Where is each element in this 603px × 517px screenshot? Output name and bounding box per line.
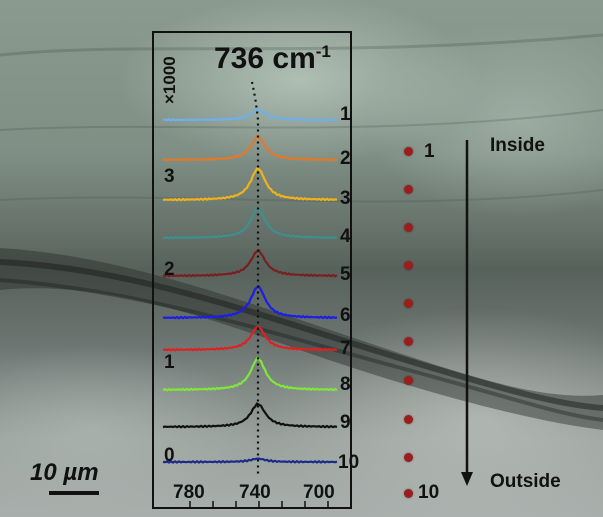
spectra-plot-frame <box>152 31 352 509</box>
spectrum-line <box>162 108 338 122</box>
sample-point-dot <box>404 376 413 385</box>
spectrum-line <box>162 326 338 352</box>
spectrum-label: 7 <box>340 338 351 359</box>
spectrum-label: 8 <box>340 374 351 395</box>
x-tick-label: 780 <box>173 482 205 503</box>
sample-point-label: 10 <box>418 482 440 503</box>
sample-point-dot <box>404 185 413 194</box>
sample-point-dot <box>404 223 413 232</box>
spectrum-label: 1 <box>340 104 351 125</box>
spectrum-line <box>162 356 338 392</box>
x-tick-label: 740 <box>239 482 271 503</box>
x-tick-label: 700 <box>303 482 335 503</box>
outside-label: Outside <box>490 471 561 492</box>
sample-point-dot <box>404 453 413 462</box>
spectrum-label: 2 <box>340 148 351 169</box>
sample-point-dot <box>404 415 413 424</box>
sample-point-dot <box>404 489 413 498</box>
y-tick-label: 0 <box>164 445 175 466</box>
spectrum-label: 3 <box>340 188 351 209</box>
sample-point-dot <box>404 147 413 156</box>
spectrum-line <box>162 249 338 278</box>
spectrum-label: 6 <box>340 305 351 326</box>
spectrum-line <box>162 166 338 202</box>
spectrum-label: 10 <box>338 452 360 473</box>
spectrum-label: 4 <box>340 226 351 247</box>
sample-point-dot <box>404 299 413 308</box>
inside-label: Inside <box>490 135 545 156</box>
spectrum-line <box>162 457 338 464</box>
spectrum-line <box>162 285 338 320</box>
sample-point-label: 1 <box>424 141 435 162</box>
y-tick-label: 1 <box>164 352 175 373</box>
spectrum-line <box>162 135 338 162</box>
sample-point-dot <box>404 337 413 346</box>
y-tick-label: 2 <box>164 259 175 280</box>
y-tick-label: 3 <box>164 166 175 187</box>
sample-point-dot <box>404 261 413 270</box>
scale-bar <box>49 491 99 495</box>
spectrum-label: 9 <box>340 412 351 433</box>
spectrum-line <box>162 207 338 240</box>
scale-bar-label: 10 µm <box>30 459 99 486</box>
spectrum-line <box>162 402 338 429</box>
spectrum-label: 5 <box>340 264 351 285</box>
peak-wavenumber-label: 736 cm-1 <box>214 42 331 75</box>
